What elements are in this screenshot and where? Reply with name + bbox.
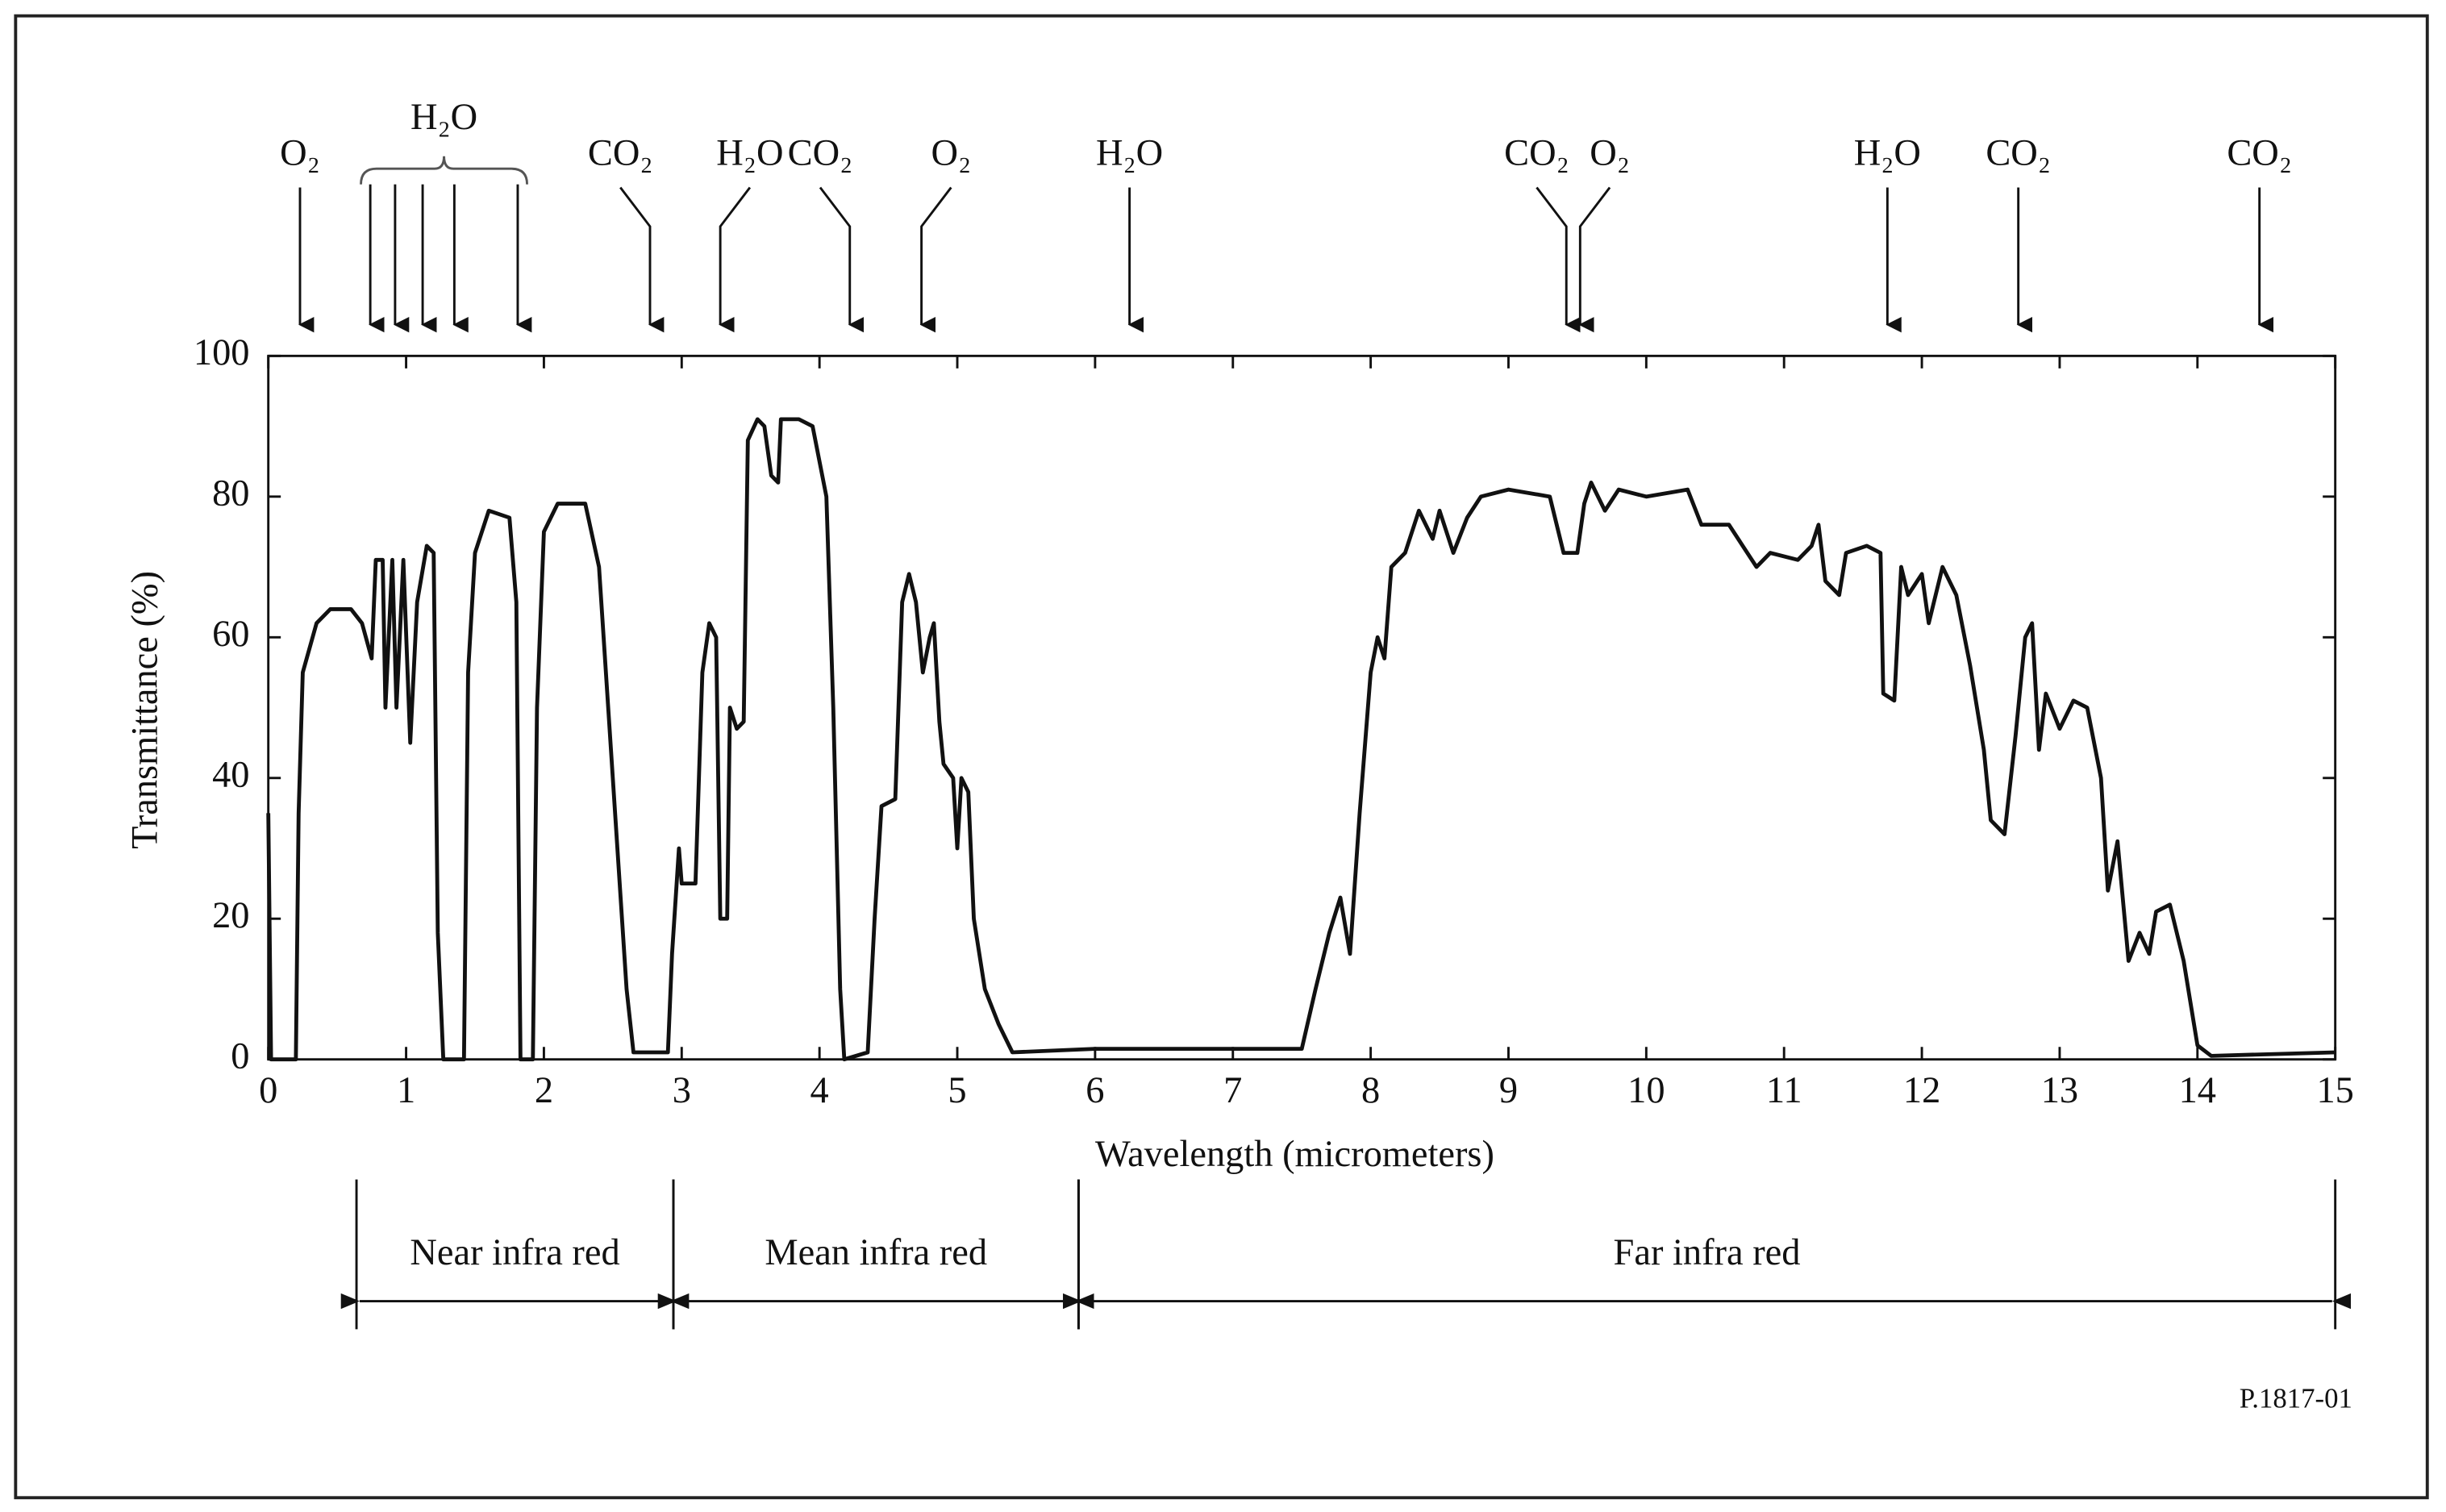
annotation-label: CO₂ bbox=[1504, 132, 1569, 173]
annotation-brace bbox=[360, 156, 529, 185]
x-axis-label: Wavelength (micrometers) bbox=[1095, 1134, 1494, 1175]
plot-frame bbox=[267, 354, 2337, 1061]
x-tick-label: 0 bbox=[259, 1070, 277, 1111]
y-tick-label: 40 bbox=[212, 754, 249, 795]
annotation-label: O₂ bbox=[280, 132, 320, 173]
x-tick-label: 13 bbox=[2041, 1070, 2078, 1111]
figure-id: P.1817-01 bbox=[2240, 1382, 2352, 1414]
y-tick-label: 100 bbox=[194, 332, 250, 373]
x-tick-label: 4 bbox=[810, 1070, 829, 1111]
annotation-arrow bbox=[819, 186, 865, 333]
annotation-label: H₂O bbox=[410, 97, 477, 138]
annotation-label: CO₂ bbox=[1986, 132, 2051, 173]
annotation-label: CO₂ bbox=[2227, 132, 2292, 173]
x-tick-label: 9 bbox=[1499, 1070, 1518, 1111]
annotation-arrow bbox=[719, 186, 752, 333]
y-tick-label: 0 bbox=[231, 1035, 249, 1077]
x-tick-label: 6 bbox=[1085, 1070, 1104, 1111]
band-label: Far infra red bbox=[1614, 1232, 1801, 1273]
x-tick-label: 15 bbox=[2316, 1070, 2353, 1111]
figure-frame bbox=[14, 14, 2429, 1500]
x-tick-label: 2 bbox=[535, 1070, 553, 1111]
annotation-arrow bbox=[1536, 186, 1581, 333]
annotation-label: H₂O bbox=[716, 132, 783, 173]
y-tick-label: 80 bbox=[212, 473, 249, 514]
band-label: Near infra red bbox=[410, 1232, 619, 1273]
annotation-label: CO₂ bbox=[788, 132, 853, 173]
x-tick-label: 5 bbox=[948, 1070, 966, 1111]
y-tick-label: 60 bbox=[212, 614, 249, 655]
x-tick-label: 10 bbox=[1627, 1070, 1665, 1111]
annotation-label: CO₂ bbox=[588, 132, 653, 173]
band-label: Mean infra red bbox=[765, 1232, 987, 1273]
annotation-label: O₂ bbox=[931, 132, 971, 173]
annotation-label: O₂ bbox=[1590, 132, 1630, 173]
annotation-label: H₂O bbox=[1096, 132, 1163, 173]
y-tick-label: 20 bbox=[212, 895, 249, 936]
annotation-arrow bbox=[1578, 186, 1611, 333]
x-tick-label: 8 bbox=[1361, 1070, 1380, 1111]
annotation-arrow bbox=[919, 186, 952, 333]
y-axis-label: Transmittance (%) bbox=[124, 571, 165, 849]
transmittance-line bbox=[266, 417, 2336, 1062]
x-tick-label: 7 bbox=[1223, 1070, 1242, 1111]
annotation-arrow bbox=[619, 186, 665, 333]
x-tick-label: 14 bbox=[2179, 1070, 2216, 1111]
x-tick-label: 3 bbox=[673, 1070, 691, 1111]
x-tick-label: 1 bbox=[397, 1070, 415, 1111]
x-tick-label: 11 bbox=[1766, 1070, 1802, 1111]
x-tick-label: 12 bbox=[1903, 1070, 1940, 1111]
annotation-label: H₂O bbox=[1854, 132, 1921, 173]
